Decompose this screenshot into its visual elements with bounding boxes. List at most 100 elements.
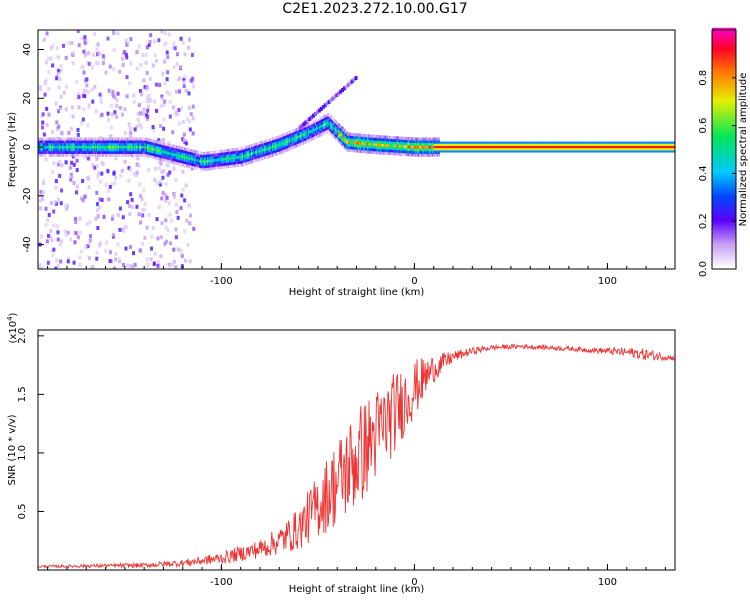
band-cell bbox=[559, 143, 562, 146]
noise-cell bbox=[84, 78, 88, 83]
band-cell bbox=[439, 143, 442, 146]
colorbar-step bbox=[712, 222, 736, 226]
noise-cell bbox=[86, 175, 90, 180]
noise-cell bbox=[145, 117, 149, 122]
band-cell bbox=[586, 141, 589, 144]
band-cell bbox=[603, 145, 606, 149]
snr-frame bbox=[37, 329, 676, 571]
band-cell bbox=[572, 143, 575, 146]
band-cell bbox=[653, 145, 656, 149]
band-cell bbox=[605, 150, 608, 153]
band-cell bbox=[499, 141, 502, 144]
noise-cell bbox=[140, 125, 144, 130]
band-cell bbox=[651, 145, 655, 149]
noise-cell bbox=[60, 163, 64, 168]
band-cell bbox=[603, 150, 606, 153]
noise-cell bbox=[176, 247, 180, 252]
noise-cell bbox=[149, 246, 153, 251]
noise-cell bbox=[72, 230, 76, 235]
colorbar-step bbox=[712, 41, 736, 45]
band-cell bbox=[671, 148, 674, 151]
colorbar-step bbox=[712, 174, 736, 177]
band-cell bbox=[607, 150, 610, 153]
y-tick-label: 0.5 bbox=[17, 504, 28, 520]
noise-cell bbox=[166, 172, 170, 177]
band-cell bbox=[642, 145, 645, 149]
noise-cell bbox=[67, 131, 71, 136]
band-cell bbox=[595, 143, 599, 146]
band-cell bbox=[478, 143, 481, 146]
band-cell bbox=[605, 141, 608, 144]
noise-cell bbox=[64, 55, 68, 60]
noise-cell bbox=[156, 236, 160, 241]
noise-cell bbox=[96, 175, 100, 180]
band-cell bbox=[514, 143, 517, 146]
noise-cell bbox=[123, 107, 127, 112]
noise-cell bbox=[142, 188, 146, 193]
noise-cell bbox=[141, 241, 145, 246]
band-cell bbox=[435, 145, 438, 149]
band-cell bbox=[545, 150, 548, 153]
noise-cell bbox=[56, 162, 60, 167]
noise-cell bbox=[72, 162, 76, 167]
band-cell bbox=[435, 150, 438, 153]
band-cell bbox=[456, 148, 460, 151]
noise-cell bbox=[45, 239, 49, 244]
noise-cell bbox=[145, 85, 149, 90]
band-cell bbox=[663, 148, 666, 151]
band-cell bbox=[655, 141, 658, 144]
noise-cell bbox=[155, 181, 159, 186]
band-cell bbox=[553, 148, 556, 151]
band-cell bbox=[549, 148, 552, 151]
band-cell bbox=[613, 148, 616, 151]
band-cell bbox=[480, 141, 483, 144]
noise-cell bbox=[111, 213, 115, 218]
band-cell bbox=[532, 141, 535, 144]
colorbar-step bbox=[712, 238, 736, 242]
colorbar-step bbox=[712, 184, 736, 187]
band-cell bbox=[590, 141, 593, 144]
x-tick-label: 0 bbox=[411, 577, 417, 588]
noise-cell bbox=[189, 78, 193, 83]
band-cell bbox=[582, 145, 585, 149]
branch-cell bbox=[325, 101, 329, 106]
band-cell bbox=[663, 145, 666, 149]
band-cell bbox=[601, 141, 604, 144]
noise-cell bbox=[143, 207, 147, 212]
noise-cell bbox=[39, 189, 43, 194]
noise-cell bbox=[135, 162, 139, 167]
band-cell bbox=[607, 141, 610, 144]
colorbar-step bbox=[712, 78, 736, 81]
band-cell bbox=[576, 141, 579, 144]
noise-cell bbox=[95, 60, 99, 65]
noise-cell bbox=[191, 104, 195, 109]
noise-cell bbox=[142, 107, 146, 112]
band-cell bbox=[507, 141, 510, 144]
band-cell bbox=[597, 141, 600, 144]
noise-cell bbox=[101, 54, 105, 59]
noise-cell bbox=[116, 31, 120, 36]
branch-cell bbox=[312, 113, 316, 118]
band-cell bbox=[591, 150, 595, 153]
colorbar-tick-label: 0.8 bbox=[698, 70, 709, 86]
band-cell bbox=[435, 148, 438, 151]
band-cell bbox=[510, 148, 514, 151]
noise-cell bbox=[77, 43, 81, 48]
noise-cell bbox=[180, 253, 184, 258]
band-cell bbox=[532, 143, 535, 146]
colorbar-step bbox=[712, 262, 736, 266]
noise-cell bbox=[188, 221, 192, 226]
noise-cell bbox=[185, 117, 189, 122]
noise-cell bbox=[42, 190, 46, 195]
band-cell bbox=[574, 150, 577, 153]
band-cell bbox=[518, 143, 521, 146]
band-cell bbox=[576, 150, 579, 153]
noise-cell bbox=[157, 205, 161, 210]
noise-cell bbox=[132, 251, 136, 256]
band-cell bbox=[657, 145, 660, 149]
band-cell bbox=[534, 148, 537, 151]
noise-cell bbox=[128, 126, 132, 131]
branch-cell bbox=[354, 76, 358, 81]
band-cell bbox=[443, 143, 446, 146]
noise-cell bbox=[126, 41, 130, 46]
